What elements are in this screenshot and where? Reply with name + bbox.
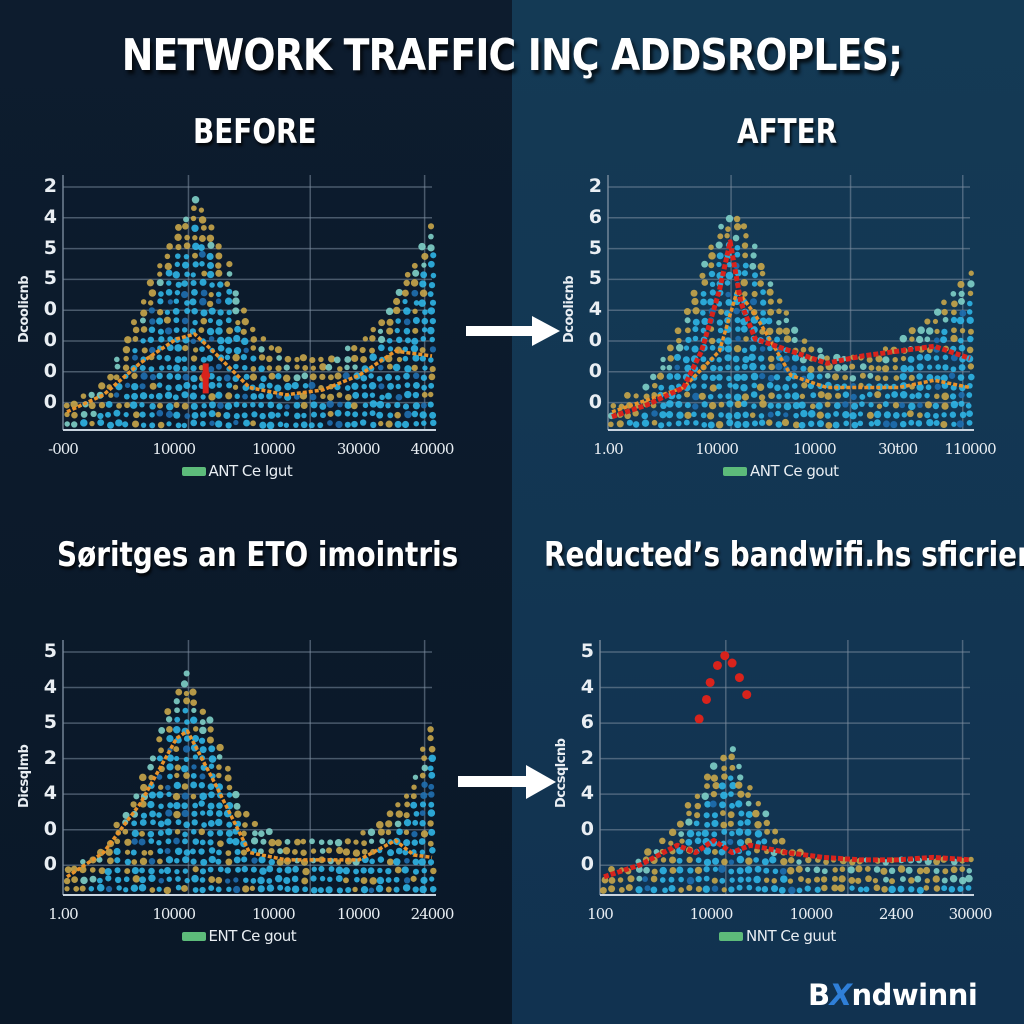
legend-swatch-icon [719, 932, 743, 941]
y-axis-label: Dcoolicnb [17, 275, 32, 343]
x-axis-label-text: ANT Ce Igut [208, 462, 293, 480]
y-tick-label: 2 [588, 175, 602, 197]
right-arrow-icon [458, 765, 556, 799]
plot-area [599, 640, 974, 896]
x-axis-label-text: ENT Ce gout [208, 927, 297, 945]
y-tick-label: 4 [580, 675, 594, 698]
x-axis-label-text: ANT Ce gout [750, 462, 839, 480]
chart-after: 2 6 5 5 4 0 0 0 Dcoolicnb 1.00 10000 10000 30t00 1100… [562, 175, 997, 480]
y-tick-label: 5 [43, 711, 57, 734]
y-tick-label: 0 [43, 298, 57, 321]
x-tick-label: 24000 [410, 905, 455, 923]
y-tick-label: 5 [588, 236, 602, 259]
brand-prefix: B [808, 978, 830, 1012]
panel-title-bottom-right: Reducted’s bandwifi.hs sficrier [544, 535, 1024, 575]
x-tick-label: 1.00 [593, 440, 623, 458]
y-tick-label: 0 [43, 817, 57, 840]
x-tick-label: 30000 [336, 440, 381, 458]
chart-bottom-right: 5 4 6 2 4 0 0 Dccsqlcnb 100 10000 10000 2400 30000 NN… [554, 640, 992, 945]
panel-title-after: AFTER [737, 112, 838, 152]
x-axis-label-text: NNT Ce guut [746, 927, 836, 945]
y-axis-label: Dcoolicnb [562, 275, 577, 343]
x-tick-label: 1.00 [48, 905, 78, 923]
y-tick-label: 4 [588, 298, 602, 321]
y-tick-label: 2 [43, 175, 57, 197]
background-left-panel [0, 0, 512, 1024]
right-arrow-icon [466, 316, 560, 346]
x-tick-label: 10000 [695, 440, 739, 458]
y-tick-label: 0 [588, 359, 602, 382]
x-tick-label: 100 [587, 905, 614, 923]
legend-swatch-icon [181, 467, 206, 476]
plot-area [607, 175, 975, 431]
y-tick-label: 0 [43, 390, 57, 413]
brand-suffix: ndwinni [851, 978, 978, 1012]
y-tick-label: 0 [43, 359, 57, 382]
y-tick-label: 0 [580, 817, 594, 840]
x-tick-label: 40000 [410, 440, 455, 458]
chart-before: 2 4 5 5 0 0 0 0 Dcoolicnb -000 10000 10000 30000 4000… [17, 175, 454, 480]
y-tick-label: 6 [588, 205, 602, 228]
y-tick-label: 0 [43, 329, 57, 351]
x-tick-label: 10000 [789, 905, 834, 923]
y-tick-label: 0 [580, 853, 594, 876]
x-tick-label: 2400 [878, 905, 914, 923]
y-tick-label: 0 [43, 853, 57, 876]
legend-swatch-icon [723, 467, 747, 476]
plot-area [62, 640, 437, 896]
y-tick-label: 2 [580, 746, 594, 769]
y-tick-label: 5 [43, 236, 57, 259]
y-tick-label: 4 [43, 782, 57, 805]
x-axis-label: ENT Ce gout [181, 927, 297, 945]
y-tick-label: 2 [43, 746, 57, 769]
x-tick-label: 10000 [792, 440, 837, 458]
legend-swatch-icon [181, 932, 206, 941]
x-axis-label: ANT Ce gout [723, 462, 839, 480]
brand-x-icon: X [829, 978, 852, 1012]
x-axis-label: NNT Ce guut [719, 927, 836, 945]
plot-area [62, 175, 437, 431]
chart-bottom-left: 5 4 5 2 4 0 0 Dicsqlmb 1.00 10000 10000 10000 24000 E… [17, 640, 454, 945]
x-tick-label: 30000 [948, 905, 993, 923]
y-tick-label: 5 [588, 267, 602, 290]
y-tick-label: 4 [43, 205, 57, 228]
x-axis-label: ANT Ce Igut [181, 462, 293, 480]
y-tick-label: 5 [580, 640, 594, 662]
x-tick-label: 10000 [251, 905, 296, 923]
x-tick-label: 110000 [944, 440, 996, 458]
y-axis-label: Dicsqlmb [17, 744, 32, 808]
x-tick-label: 10000 [152, 905, 196, 923]
y-tick-label: 5 [43, 640, 57, 662]
y-tick-label: 0 [588, 390, 602, 413]
panel-title-bottom-left: Søritges an ETO imointris [57, 535, 459, 575]
y-tick-label: 5 [43, 267, 57, 290]
y-tick-label: 4 [580, 782, 594, 805]
panel-title-before: BEFORE [193, 112, 317, 152]
x-tick-label: 10000 [251, 440, 296, 458]
page-title: NETWORK TRAFFIC INÇ ADDSROPLES; [121, 30, 903, 81]
y-tick-label: 4 [43, 675, 57, 698]
y-tick-label: 0 [588, 329, 602, 351]
y-tick-label: 6 [580, 711, 594, 734]
x-tick-label: -000 [48, 440, 79, 458]
x-tick-label: 10000 [336, 905, 381, 923]
x-tick-label: 10000 [689, 905, 734, 923]
x-tick-label: 10000 [152, 440, 196, 458]
brand-logo: BXndwinni [808, 978, 978, 1012]
x-tick-label: 30t00 [877, 440, 918, 458]
